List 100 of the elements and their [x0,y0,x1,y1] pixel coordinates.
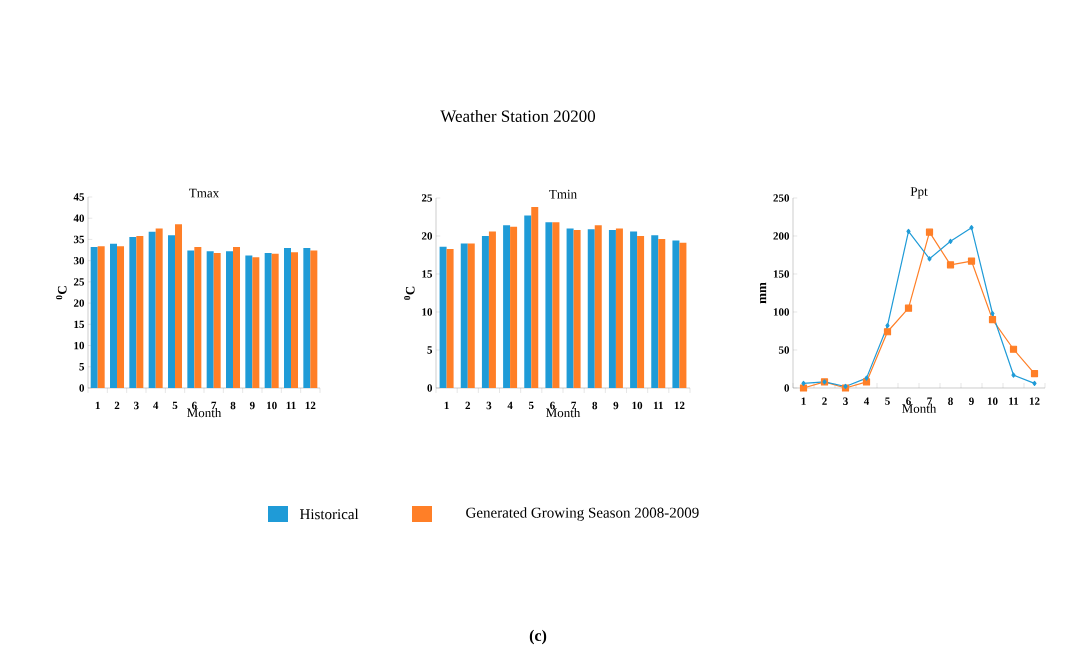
bar [481,235,489,388]
x-tick-label: 12 [305,401,316,410]
chart-title: Ppt [910,187,928,199]
x-tick-label: 3 [486,401,492,410]
x-tick-label: 11 [1009,397,1019,405]
x-tick-label: 4 [507,401,513,410]
y-tick-label: 150 [773,270,790,278]
x-axis-title: Month [187,408,222,418]
x-axis-title: Month [902,403,937,413]
bar [503,225,511,388]
bar [129,236,137,388]
bar [233,247,241,388]
x-tick-label: 6 [191,401,197,410]
x-tick-label: 8 [230,401,236,410]
chart-title: Tmax [189,188,220,198]
bar [303,247,311,388]
bar [310,250,318,388]
y-tick-label: 250 [773,194,790,202]
point [988,315,997,324]
x-tick-label: 7 [571,401,577,409]
point [990,310,995,317]
y-tick-label: 25 [73,278,85,286]
y-tick-label: 15 [422,270,433,278]
point [1030,369,1039,378]
bar [594,225,602,388]
y-tick-label: 10 [422,308,433,316]
x-tick-label: 11 [653,401,663,410]
y-tick-label: 5 [79,363,85,371]
bar [510,226,518,388]
point [1011,372,1016,378]
y-tick-label: 0 [784,384,790,392]
bar [488,231,496,388]
x-tick-label: 3 [843,397,848,405]
bar [651,235,659,388]
bar [97,246,105,388]
point [925,228,934,236]
bar [460,243,468,388]
bar [615,228,623,388]
bar [110,243,118,388]
bar [467,243,475,388]
y-tick-label: 45 [73,193,85,201]
y-tick-label: 20 [421,232,433,240]
text: Weather Station 20200 [440,109,596,123]
bar [187,250,195,388]
bar [291,252,299,388]
point [883,328,892,336]
x-tick-label: 3 [134,401,139,410]
x-tick-label: 11 [286,401,296,410]
y-tick-label: 50 [778,346,790,354]
point [904,304,913,312]
point [969,225,974,231]
bar [168,235,176,388]
bar [531,207,539,388]
x-tick-label: 8 [948,397,953,405]
x-tick-label: 5 [172,401,178,410]
bar [226,251,234,388]
bar [264,253,272,388]
bar [552,222,560,388]
x-tick-label: 6 [906,397,911,405]
bar [90,247,98,388]
bar [284,247,292,388]
bar [148,231,156,388]
point [948,238,953,244]
y-tick-label: 15 [74,320,85,329]
point [927,256,932,262]
point [1009,345,1018,353]
y-axis-title: mm [759,282,767,304]
y-tick-label: 0 [427,384,433,392]
bar [587,229,595,388]
x-tick-label: 4 [153,401,159,410]
x-tick-label: 10 [267,401,277,410]
point [799,384,808,392]
y-axis-title: $^{0}$C [56,286,67,300]
x-tick-label: 5 [528,401,534,410]
x-tick-label: 10 [987,397,998,405]
x-tick-label: 4 [863,397,870,405]
bar [271,253,279,388]
bar [573,229,581,388]
bar [566,228,574,388]
bar [679,242,687,388]
point [906,228,911,235]
bar [213,253,221,388]
legend-label: Historical [299,508,359,520]
x-tick-label: 10 [632,401,643,410]
point [864,375,869,381]
bar [446,248,454,388]
point [801,380,806,387]
y-tick-label: 30 [73,256,85,265]
bar [252,257,260,388]
bar [155,228,163,388]
bar [245,255,253,388]
x-tick-label: 1 [444,401,449,410]
y-tick-label: 25 [421,194,433,202]
y-tick-label: 35 [73,235,85,244]
point [967,257,976,265]
bar [658,239,666,388]
bar [672,240,680,388]
x-tick-label: 2 [822,397,827,405]
x-tick-label: 5 [885,397,890,405]
bar [206,251,214,388]
